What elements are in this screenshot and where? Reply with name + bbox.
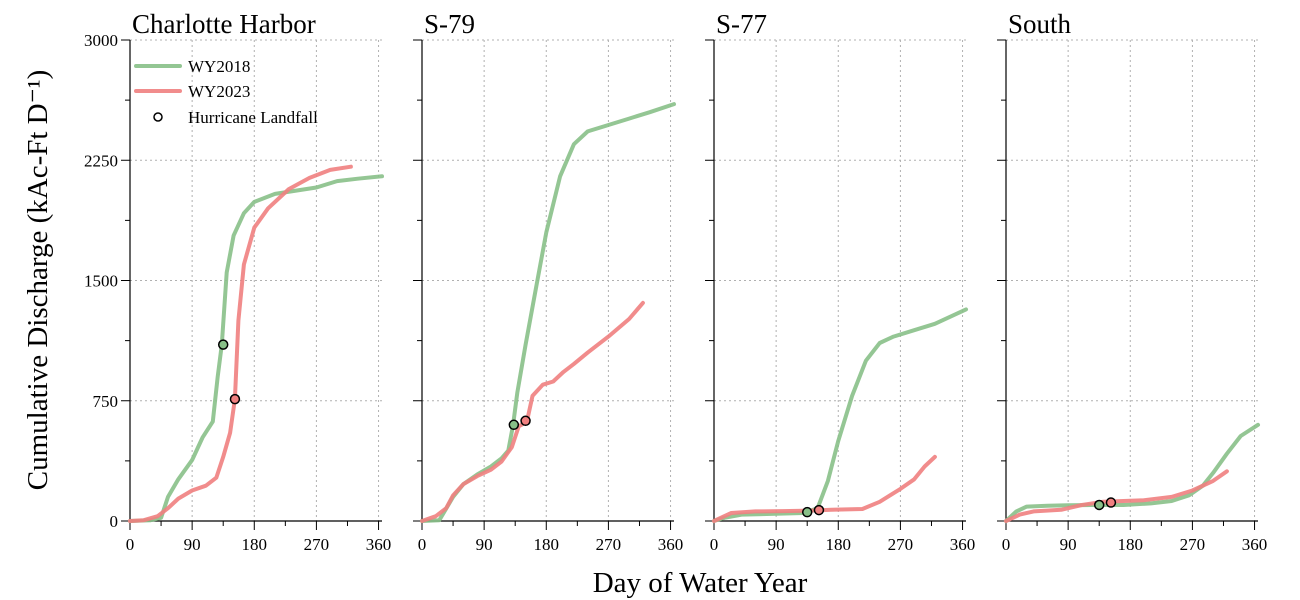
panel-3: 0 90 180 270 360 South — [997, 9, 1267, 554]
x-tick-label: 0 — [1002, 535, 1011, 554]
panel-0: 0 750 1500 2250 3000 0 90 180 270 360 Charlotte Ha… — [84, 9, 391, 554]
landfall-marker — [813, 504, 825, 516]
y-axis-title: Cumulative Discharge (kAc-Ft D⁻¹) — [22, 70, 54, 491]
x-tick-label: 90 — [476, 535, 493, 554]
landfall-marker — [229, 393, 241, 405]
series-line-wy2018 — [712, 307, 968, 523]
legend: WY2018 WY2023 Hurricane Landfall — [134, 57, 318, 127]
x-axis-title: Day of Water Year — [593, 567, 808, 599]
legend-label: WY2018 — [188, 57, 250, 76]
landfall-marker — [1093, 499, 1105, 511]
legend-label: WY2023 — [188, 82, 250, 101]
x-tick-label: 270 — [304, 535, 330, 554]
panel-2: 0 90 180 270 360 S-77 — [705, 9, 975, 554]
series-line-wy2023 — [420, 300, 645, 523]
legend-label: Hurricane Landfall — [188, 108, 318, 127]
landfall-marker — [1105, 497, 1117, 508]
landfall-marker — [508, 419, 520, 431]
x-tick-label: 360 — [950, 535, 976, 554]
series-line-wy2018 — [1004, 422, 1260, 523]
y-tick-label: 750 — [93, 392, 119, 411]
y-tick-label: 0 — [110, 512, 119, 531]
y-tick-label: 1500 — [84, 272, 118, 291]
series-line-wy2023 — [1004, 469, 1229, 523]
y-tick-label: 3000 — [84, 31, 118, 50]
x-tick-label: 180 — [242, 535, 268, 554]
landfall-marker — [801, 506, 813, 518]
panel-1: 0 90 180 270 360 S-79 — [413, 9, 683, 554]
x-tick-label: 360 — [366, 535, 392, 554]
x-tick-label: 270 — [1180, 535, 1206, 554]
x-tick-label: 360 — [1242, 535, 1268, 554]
x-tick-label: 0 — [418, 535, 427, 554]
landfall-marker — [217, 339, 229, 350]
chart-panels: 0 750 1500 2250 3000 0 90 180 270 360 Charlotte Ha… — [84, 9, 1267, 554]
y-tick-label: 2250 — [84, 151, 118, 170]
series-line-wy2023 — [712, 454, 937, 523]
x-tick-label: 90 — [768, 535, 785, 554]
series-line-wy2023 — [128, 164, 353, 523]
x-tick-label: 180 — [826, 535, 852, 554]
x-tick-label: 180 — [1118, 535, 1144, 554]
x-tick-label: 360 — [658, 535, 684, 554]
panel-title: S-77 — [716, 9, 767, 39]
x-tick-label: 270 — [596, 535, 622, 554]
x-tick-label: 180 — [534, 535, 560, 554]
x-tick-label: 0 — [126, 535, 135, 554]
panel-title: South — [1008, 9, 1072, 39]
panel-title: S-79 — [424, 9, 475, 39]
x-tick-label: 90 — [1060, 535, 1077, 554]
legend-marker — [153, 112, 163, 122]
x-tick-label: 270 — [888, 535, 914, 554]
landfall-marker — [520, 415, 531, 427]
x-tick-label: 0 — [710, 535, 719, 554]
panel-title: Charlotte Harbor — [132, 9, 316, 39]
x-tick-label: 90 — [184, 535, 201, 554]
